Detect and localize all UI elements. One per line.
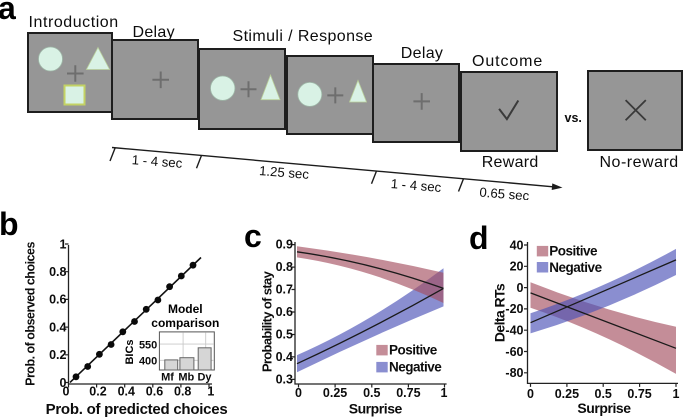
svg-text:BICs: BICs xyxy=(124,339,136,364)
svg-text:Surprise: Surprise xyxy=(577,400,631,416)
svg-text:0.25: 0.25 xyxy=(555,387,579,401)
svg-text:550: 550 xyxy=(139,339,157,351)
svg-text:0.25: 0.25 xyxy=(323,386,347,400)
svg-text:400: 400 xyxy=(139,356,157,368)
svg-text:-60: -60 xyxy=(505,345,523,359)
svg-text:0.6: 0.6 xyxy=(276,305,293,319)
svg-text:0.4: 0.4 xyxy=(118,385,135,399)
svg-text:Delta RTs: Delta RTs xyxy=(492,283,508,342)
svg-text:1: 1 xyxy=(441,386,448,400)
svg-text:1: 1 xyxy=(207,385,214,399)
svg-text:Negative: Negative xyxy=(549,260,602,275)
svg-text:Surprise: Surprise xyxy=(349,401,403,417)
svg-text:0: 0 xyxy=(517,281,524,295)
svg-text:0.3: 0.3 xyxy=(276,372,293,386)
svg-text:Positive: Positive xyxy=(389,343,438,358)
svg-text:Negative: Negative xyxy=(389,360,442,375)
svg-text:0.4: 0.4 xyxy=(49,320,66,334)
svg-text:0.75: 0.75 xyxy=(396,386,420,400)
svg-text:1: 1 xyxy=(673,387,680,401)
svg-text:0: 0 xyxy=(527,387,534,401)
svg-text:-80: -80 xyxy=(505,366,523,380)
svg-text:0.5: 0.5 xyxy=(276,328,293,342)
svg-text:Positive: Positive xyxy=(549,244,598,259)
svg-text:0.8: 0.8 xyxy=(174,385,191,399)
svg-text:comparison: comparison xyxy=(151,316,219,330)
svg-text:20: 20 xyxy=(510,260,524,274)
svg-text:0.6: 0.6 xyxy=(49,293,66,307)
svg-text:0.6: 0.6 xyxy=(146,385,163,399)
svg-text:1: 1 xyxy=(60,237,67,251)
svg-text:40: 40 xyxy=(510,238,524,252)
svg-text:1.25 sec: 1.25 sec xyxy=(259,163,310,182)
svg-text:Model: Model xyxy=(168,302,203,316)
svg-text:1 - 4 sec: 1 - 4 sec xyxy=(390,176,442,195)
svg-text:0.4: 0.4 xyxy=(276,350,293,364)
svg-text:1 - 4 sec: 1 - 4 sec xyxy=(131,152,183,171)
svg-text:-20: -20 xyxy=(505,302,523,316)
svg-text:-40: -40 xyxy=(505,324,523,338)
svg-text:0: 0 xyxy=(60,376,67,390)
svg-text:0.7: 0.7 xyxy=(276,283,293,297)
svg-text:0.8: 0.8 xyxy=(276,260,293,274)
svg-text:0.5: 0.5 xyxy=(363,386,380,400)
svg-text:0.2: 0.2 xyxy=(49,348,66,362)
svg-text:0.75: 0.75 xyxy=(627,387,651,401)
svg-text:Prob. of observed choices: Prob. of observed choices xyxy=(24,242,38,386)
svg-text:0.65 sec: 0.65 sec xyxy=(479,185,530,200)
svg-text:Dy: Dy xyxy=(197,372,212,384)
svg-text:Prob. of predicted choices: Prob. of predicted choices xyxy=(46,401,228,418)
svg-text:Probability of stay: Probability of stay xyxy=(260,270,275,372)
svg-text:0.2: 0.2 xyxy=(89,385,106,399)
svg-text:Mf: Mf xyxy=(161,372,174,384)
svg-text:0.5: 0.5 xyxy=(595,387,612,401)
svg-text:0.9: 0.9 xyxy=(276,238,293,252)
svg-text:0: 0 xyxy=(63,385,70,399)
svg-text:0: 0 xyxy=(295,386,302,400)
svg-text:0.8: 0.8 xyxy=(49,265,66,279)
svg-text:Mb: Mb xyxy=(178,372,194,384)
